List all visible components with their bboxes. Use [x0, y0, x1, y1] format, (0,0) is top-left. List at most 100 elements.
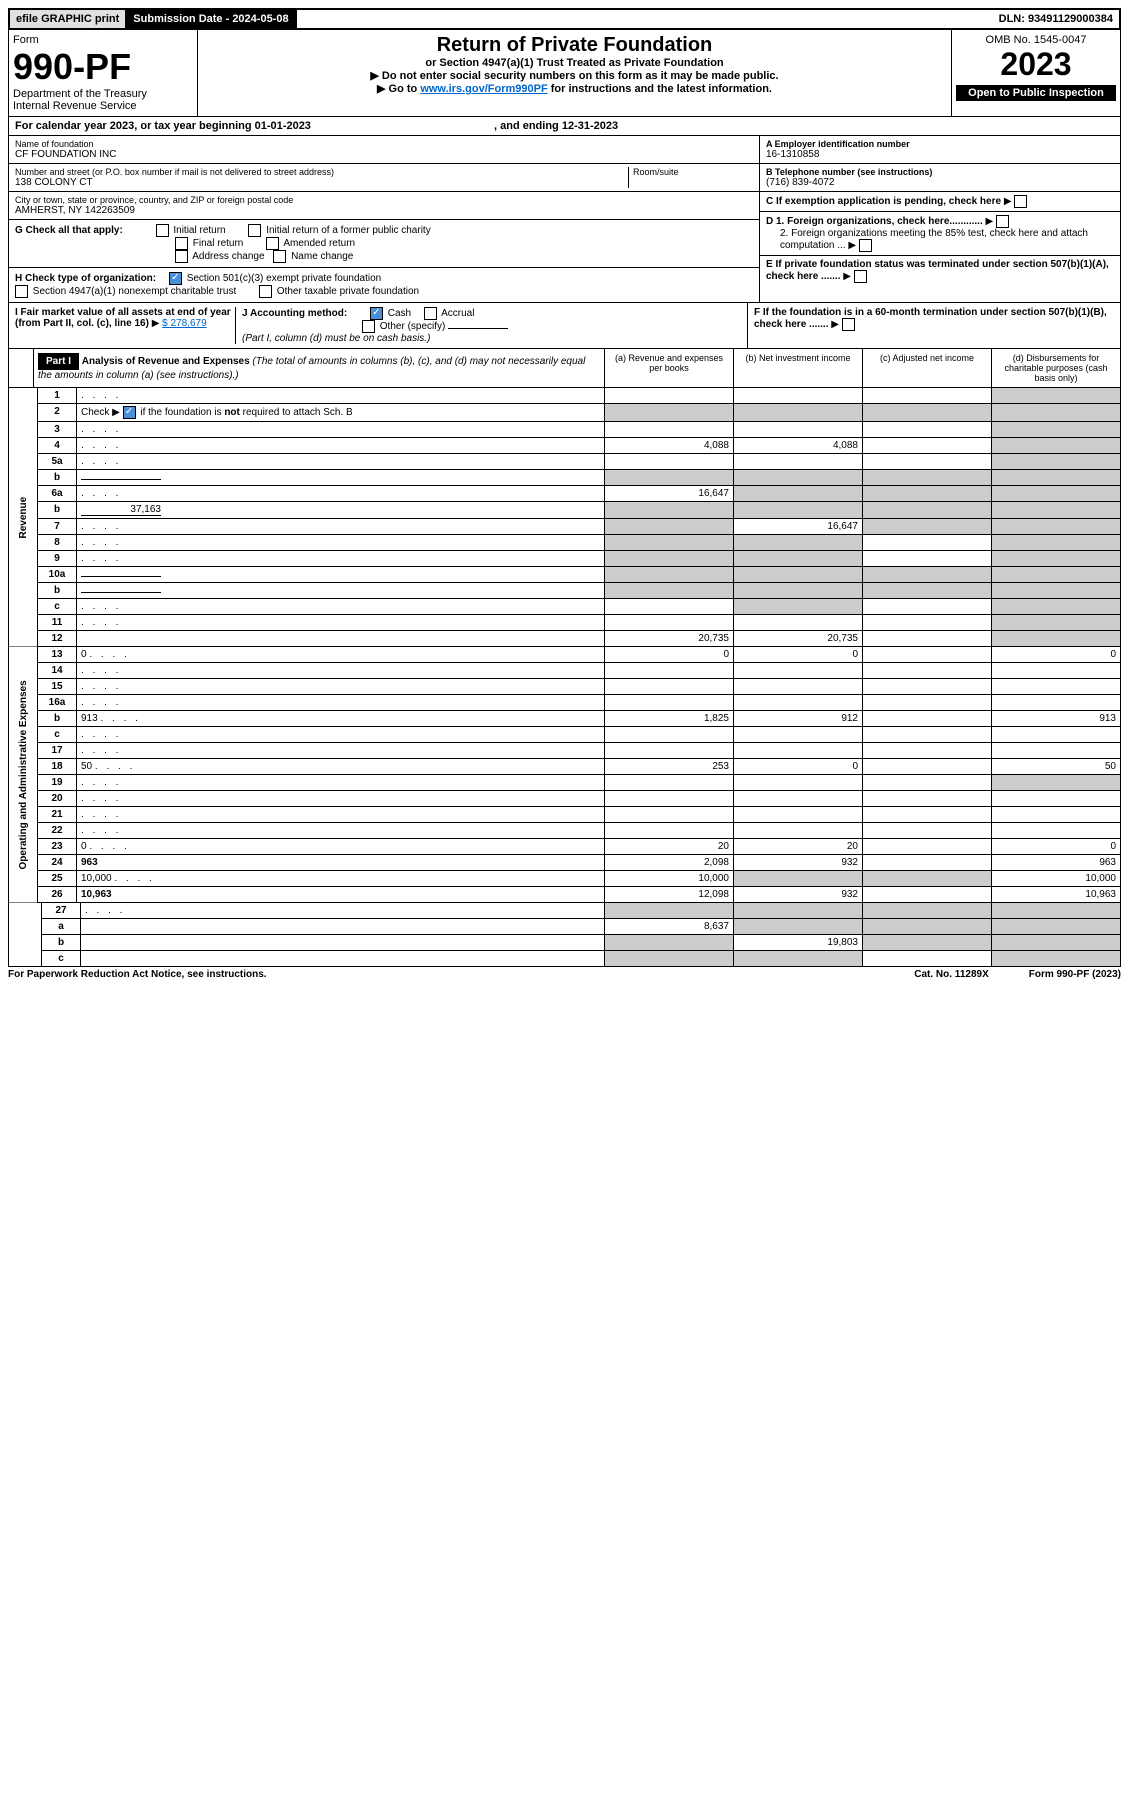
line-number: 26	[38, 887, 77, 903]
line-number: 8	[38, 535, 77, 551]
f-label: F If the foundation is in a 60-month ter…	[754, 307, 1107, 330]
checkbox-foreign-org[interactable]	[996, 215, 1009, 228]
amount-cell	[605, 422, 734, 438]
revenue-table: Revenue1 . . . .2Check ▶ if the foundati…	[8, 388, 1121, 647]
amount-cell: 10,000	[605, 871, 734, 887]
amount-cell: 8,637	[605, 919, 734, 935]
line-number: 25	[38, 871, 77, 887]
note-goto: Go to www.irs.gov/Form990PF for instruct…	[202, 82, 947, 95]
top-bar: efile GRAPHIC print Submission Date - 20…	[8, 8, 1121, 30]
checkbox-other-method[interactable]	[362, 320, 375, 333]
amount-cell: 963	[992, 855, 1121, 871]
amount-cell	[863, 711, 992, 727]
amount-cell	[992, 388, 1121, 404]
amount-cell	[992, 470, 1121, 486]
amount-cell	[863, 903, 992, 919]
amount-cell	[863, 551, 992, 567]
amount-cell	[863, 404, 992, 422]
checkbox-initial-return[interactable]	[156, 224, 169, 237]
line-number: 13	[38, 647, 77, 663]
amount-cell: 20	[605, 839, 734, 855]
line-desc: . . . .	[77, 535, 605, 551]
line-number: 18	[38, 759, 77, 775]
amount-cell	[992, 791, 1121, 807]
footer-left: For Paperwork Reduction Act Notice, see …	[8, 969, 267, 980]
amount-cell	[605, 727, 734, 743]
line-desc: . . . .	[77, 551, 605, 567]
amount-cell: 4,088	[605, 438, 734, 454]
amount-cell	[605, 502, 734, 519]
addr-label: Number and street (or P.O. box number if…	[15, 167, 628, 177]
amount-cell: 20,735	[605, 631, 734, 647]
phone-value: (716) 839-4072	[766, 177, 1114, 188]
checkbox-501c3[interactable]	[169, 272, 182, 285]
efile-print-button[interactable]: efile GRAPHIC print	[10, 10, 127, 28]
amount-cell	[863, 486, 992, 502]
line-desc: . . . .	[77, 615, 605, 631]
checkbox-initial-former[interactable]	[248, 224, 261, 237]
checkbox-amended[interactable]	[266, 237, 279, 250]
checkbox-4947[interactable]	[15, 285, 28, 298]
name-label: Name of foundation	[15, 139, 753, 149]
amount-cell	[992, 438, 1121, 454]
ein-label: A Employer identification number	[766, 139, 1114, 149]
amount-cell: 12,098	[605, 887, 734, 903]
amount-cell	[605, 404, 734, 422]
checkbox-status-terminated[interactable]	[854, 270, 867, 283]
checkbox-sch-b[interactable]	[123, 406, 136, 419]
amount-cell	[605, 454, 734, 470]
line-desc	[81, 919, 605, 935]
line-desc: . . . .	[77, 727, 605, 743]
checkbox-accrual[interactable]	[424, 307, 437, 320]
phone-label: B Telephone number (see instructions)	[766, 167, 1114, 177]
amount-cell	[863, 663, 992, 679]
amount-cell	[863, 438, 992, 454]
checkbox-60month[interactable]	[842, 318, 855, 331]
calendar-year-row: For calendar year 2023, or tax year begi…	[8, 117, 1121, 136]
checkbox-other-taxable[interactable]	[259, 285, 272, 298]
amount-cell	[992, 567, 1121, 583]
line27-table: 27 . . . .a8,637b19,803c	[8, 903, 1121, 967]
checkbox-name-change[interactable]	[273, 250, 286, 263]
amount-cell	[734, 567, 863, 583]
amount-cell	[992, 454, 1121, 470]
amount-cell	[992, 663, 1121, 679]
amount-cell	[863, 887, 992, 903]
amount-cell: 1,825	[605, 711, 734, 727]
form-subtitle: or Section 4947(a)(1) Trust Treated as P…	[202, 57, 947, 69]
amount-cell	[863, 631, 992, 647]
amount-cell	[605, 807, 734, 823]
amount-cell	[992, 404, 1121, 422]
checkbox-exemption-pending[interactable]	[1014, 195, 1027, 208]
amount-cell	[992, 807, 1121, 823]
amount-cell	[863, 388, 992, 404]
irs-link[interactable]: www.irs.gov/Form990PF	[420, 83, 547, 95]
line-number: c	[38, 727, 77, 743]
col-c-head: (c) Adjusted net income	[862, 349, 991, 387]
amount-cell	[863, 839, 992, 855]
amount-cell	[992, 727, 1121, 743]
checkbox-final-return[interactable]	[175, 237, 188, 250]
city-state-zip: AMHERST, NY 142263509	[15, 205, 753, 216]
amount-cell	[734, 919, 863, 935]
checkbox-cash[interactable]	[370, 307, 383, 320]
fmv-link[interactable]: $ 278,679	[162, 318, 207, 329]
amount-cell: 20,735	[734, 631, 863, 647]
amount-cell	[863, 519, 992, 535]
line-number: 20	[38, 791, 77, 807]
entity-info: Name of foundation CF FOUNDATION INC Num…	[8, 136, 1121, 303]
checkbox-85pct[interactable]	[859, 239, 872, 252]
line-number: 11	[38, 615, 77, 631]
amount-cell	[863, 599, 992, 615]
amount-cell	[863, 743, 992, 759]
line-number: 16a	[38, 695, 77, 711]
amount-cell	[605, 599, 734, 615]
ein-value: 16-1310858	[766, 149, 1114, 160]
amount-cell: 50	[992, 759, 1121, 775]
amount-cell: 913	[992, 711, 1121, 727]
checkbox-address-change[interactable]	[175, 250, 188, 263]
amount-cell: 19,803	[734, 935, 863, 951]
amount-cell	[992, 519, 1121, 535]
line-number: b	[38, 583, 77, 599]
line-number: 19	[38, 775, 77, 791]
